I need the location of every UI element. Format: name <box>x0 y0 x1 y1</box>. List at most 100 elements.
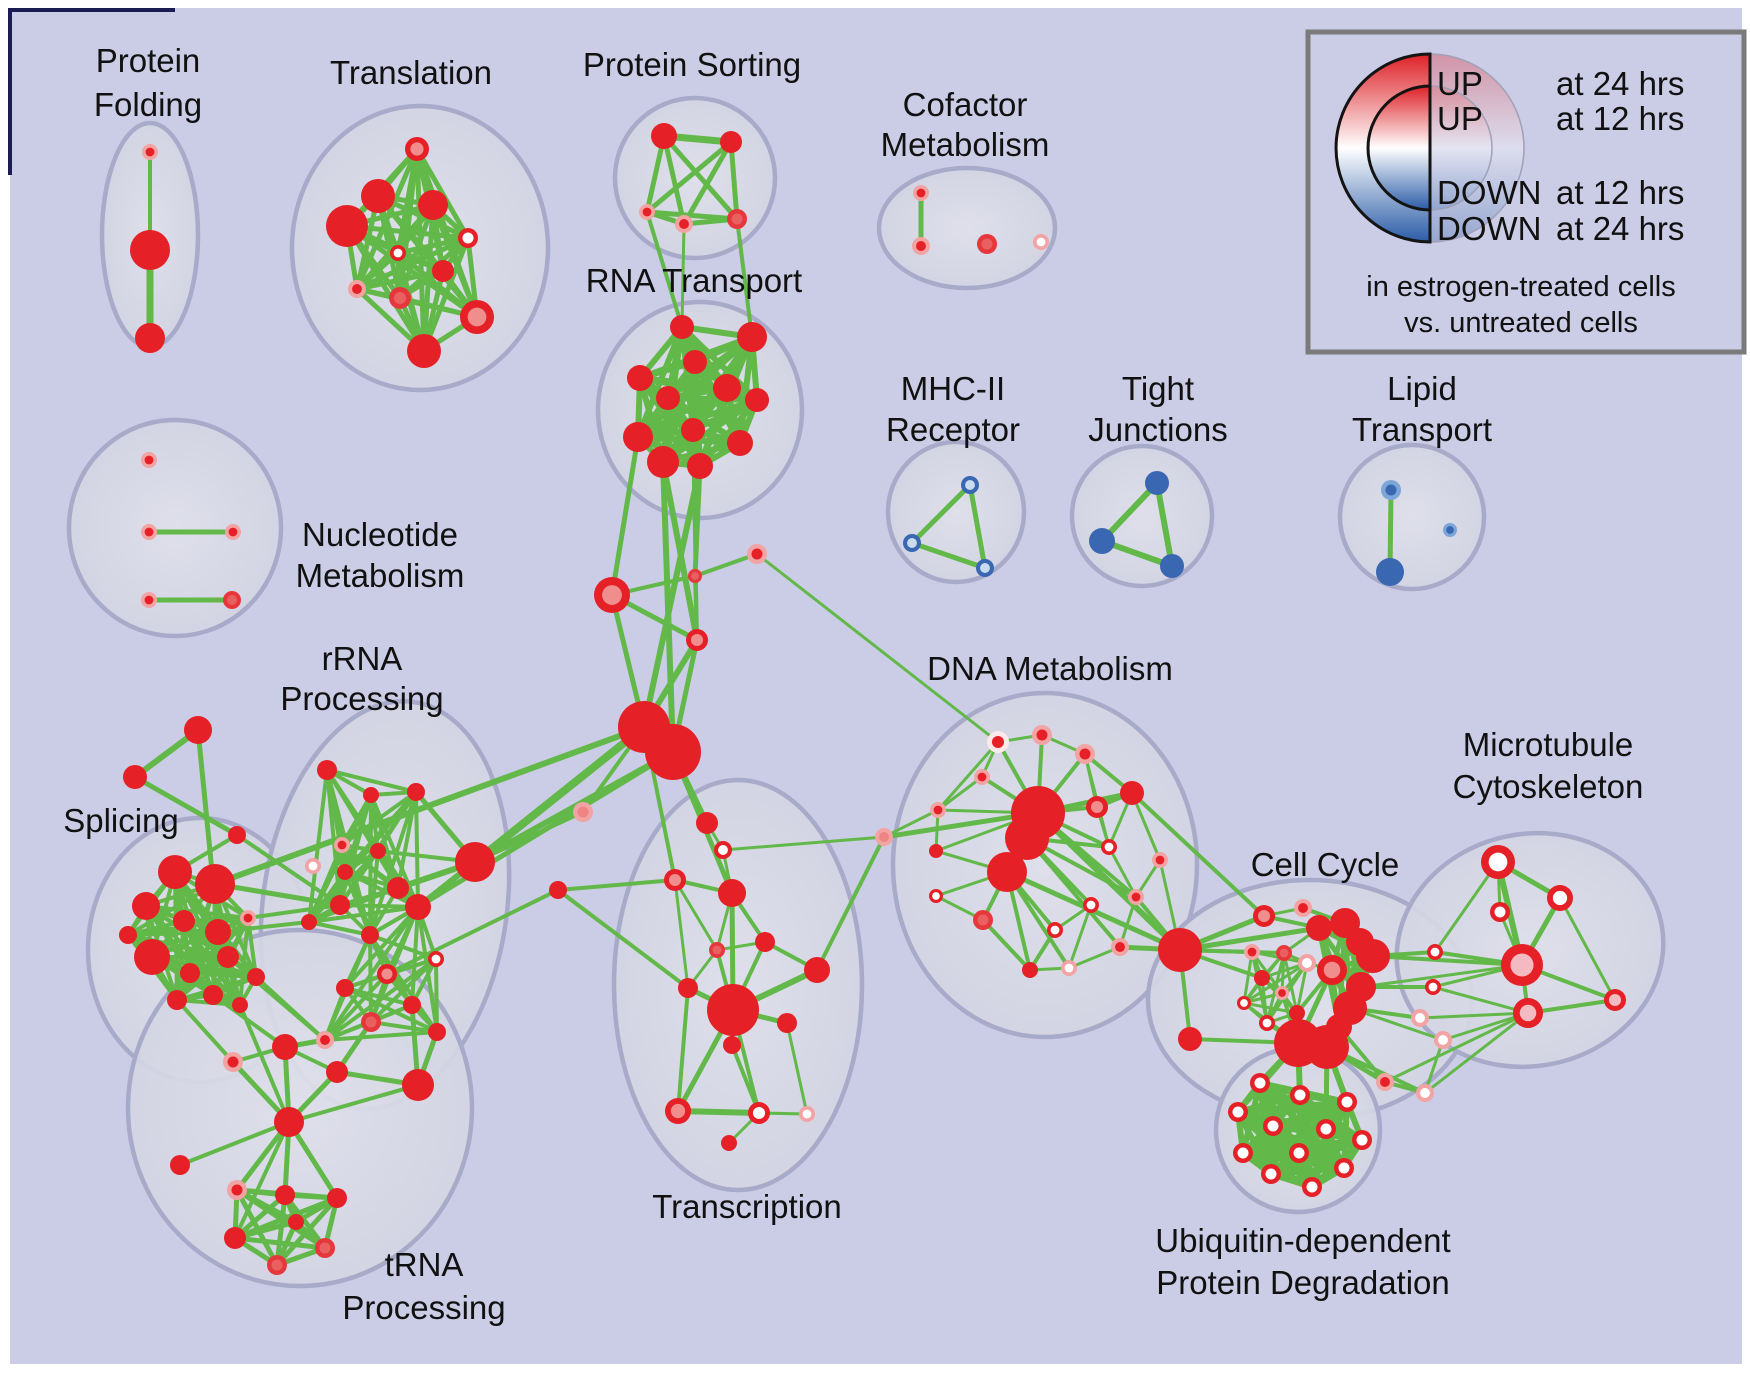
edge <box>132 774 240 838</box>
node-core-dna-18 <box>1050 925 1060 935</box>
edge <box>675 1108 762 1116</box>
node-splicing-11 <box>247 968 265 986</box>
node-splicing-1 <box>195 864 235 904</box>
node-core-ubiquitin-4 <box>1267 1120 1279 1132</box>
node-cellcycle-21 <box>1305 1025 1349 1069</box>
node-translation-6 <box>432 260 454 282</box>
node-rna-8 <box>681 418 705 442</box>
edge <box>556 878 677 892</box>
legend-box <box>1305 29 1747 355</box>
node-rrna-9 <box>405 894 431 920</box>
node-splicing-2 <box>132 892 160 920</box>
node-rrna-10 <box>330 895 350 915</box>
edge <box>609 434 641 598</box>
edge <box>1025 836 1122 949</box>
edge <box>645 210 684 329</box>
edge <box>1433 860 1500 954</box>
edge <box>1067 945 1122 970</box>
edge <box>981 918 1032 972</box>
edge <box>323 1030 439 1042</box>
node-core-sorting-4 <box>731 213 743 225</box>
legend-direction-label: DOWN <box>1437 174 1541 211</box>
node-core-ubiquitin-8 <box>1293 1147 1305 1159</box>
node-free-0 <box>184 716 212 744</box>
edge <box>395 235 471 256</box>
cluster-label-rna: RNA Transport <box>586 262 802 299</box>
node-core-transcription-12 <box>752 1106 766 1120</box>
node-rrna-7 <box>387 877 409 899</box>
node-core-mhc-0 <box>965 480 975 490</box>
node-core-mhc-2 <box>980 563 990 573</box>
cluster-label-mhc: Receptor <box>886 411 1020 448</box>
node-core-nucleotide-1 <box>144 527 154 537</box>
node-sorting-0 <box>651 123 677 149</box>
corner-frame <box>8 8 175 175</box>
node-core-cellcycle-25 <box>1438 1035 1448 1045</box>
node-rrna-5 <box>337 864 353 880</box>
edge <box>909 540 988 571</box>
edge <box>936 775 984 812</box>
edge <box>274 1192 288 1268</box>
edge <box>1242 961 1309 1005</box>
node-core-dna-1 <box>1036 729 1048 741</box>
edge <box>730 1043 761 1115</box>
edge <box>178 1120 291 1167</box>
edge <box>1359 963 1524 989</box>
edge <box>1371 954 1524 967</box>
cluster-label-microtubule: Cytoskeleton <box>1453 768 1644 805</box>
node-transcription-7 <box>707 984 759 1036</box>
node-tight-2 <box>1160 554 1184 578</box>
node-core-translation-0 <box>410 142 424 156</box>
node-core-splicing-10 <box>243 913 253 923</box>
node-core-dna-0 <box>991 735 1005 749</box>
node-core-corridor-1 <box>691 572 699 580</box>
node-core-ubiquitin-2 <box>1341 1096 1353 1108</box>
edge <box>1107 845 1138 899</box>
node-cellcycle-7 <box>1356 939 1390 973</box>
legend-time-label: at 24 hrs <box>1556 210 1684 247</box>
edge <box>680 222 686 329</box>
node-cellcycle-4 <box>1306 915 1332 941</box>
node-rrna-6 <box>370 843 386 859</box>
node-core-microtubule-4 <box>1608 993 1622 1007</box>
node-core-cellcycle-8 <box>1323 961 1341 979</box>
edge <box>1418 1011 1530 1020</box>
edge <box>254 975 327 1042</box>
legend-direction-label: DOWN <box>1437 210 1541 247</box>
edge <box>216 920 311 934</box>
edge <box>1431 985 1530 1015</box>
edge <box>1558 896 1617 1002</box>
edge <box>660 397 760 465</box>
node-dna-21 <box>1022 962 1038 978</box>
node-transcription-8 <box>777 1013 797 1033</box>
node-core-cellcycle-22 <box>1430 947 1440 957</box>
node-dna-7 <box>1120 781 1144 805</box>
legend-circle-right-inner <box>1430 86 1492 210</box>
edge <box>1235 1099 1350 1115</box>
node-core-corridor-0 <box>602 585 622 605</box>
node-core-translation-4 <box>462 232 474 244</box>
edge <box>325 768 418 794</box>
node-core-ubiquitin-0 <box>1254 1077 1266 1089</box>
node-core-ubiquitin-6 <box>1356 1134 1368 1146</box>
node-core-cellcycle-24 <box>1415 1013 1425 1023</box>
cluster-label-mhc: MHC-II <box>901 370 1005 407</box>
cluster-label-transcription: Transcription <box>652 1188 842 1225</box>
node-transcription-10 <box>723 1036 741 1054</box>
edge <box>1242 950 1254 1005</box>
node-core-microtubule-2 <box>1494 906 1506 918</box>
legend-direction-label: UP <box>1437 100 1483 137</box>
node-core-dna-17 <box>977 914 989 926</box>
edge <box>1383 1011 1530 1084</box>
node-lipid-1 <box>1376 558 1404 586</box>
node-rrna-12 <box>361 926 379 944</box>
node-core-nucleotide-0 <box>144 455 154 465</box>
node-core-rrna-13 <box>431 954 441 964</box>
edge <box>238 1003 291 1124</box>
node-splicing-0 <box>158 855 192 889</box>
node-trna-0 <box>274 1107 304 1137</box>
edge <box>936 740 1000 812</box>
edge <box>307 920 372 937</box>
node-core-dna-15 <box>1086 900 1096 910</box>
node-splicing-7 <box>217 946 239 968</box>
